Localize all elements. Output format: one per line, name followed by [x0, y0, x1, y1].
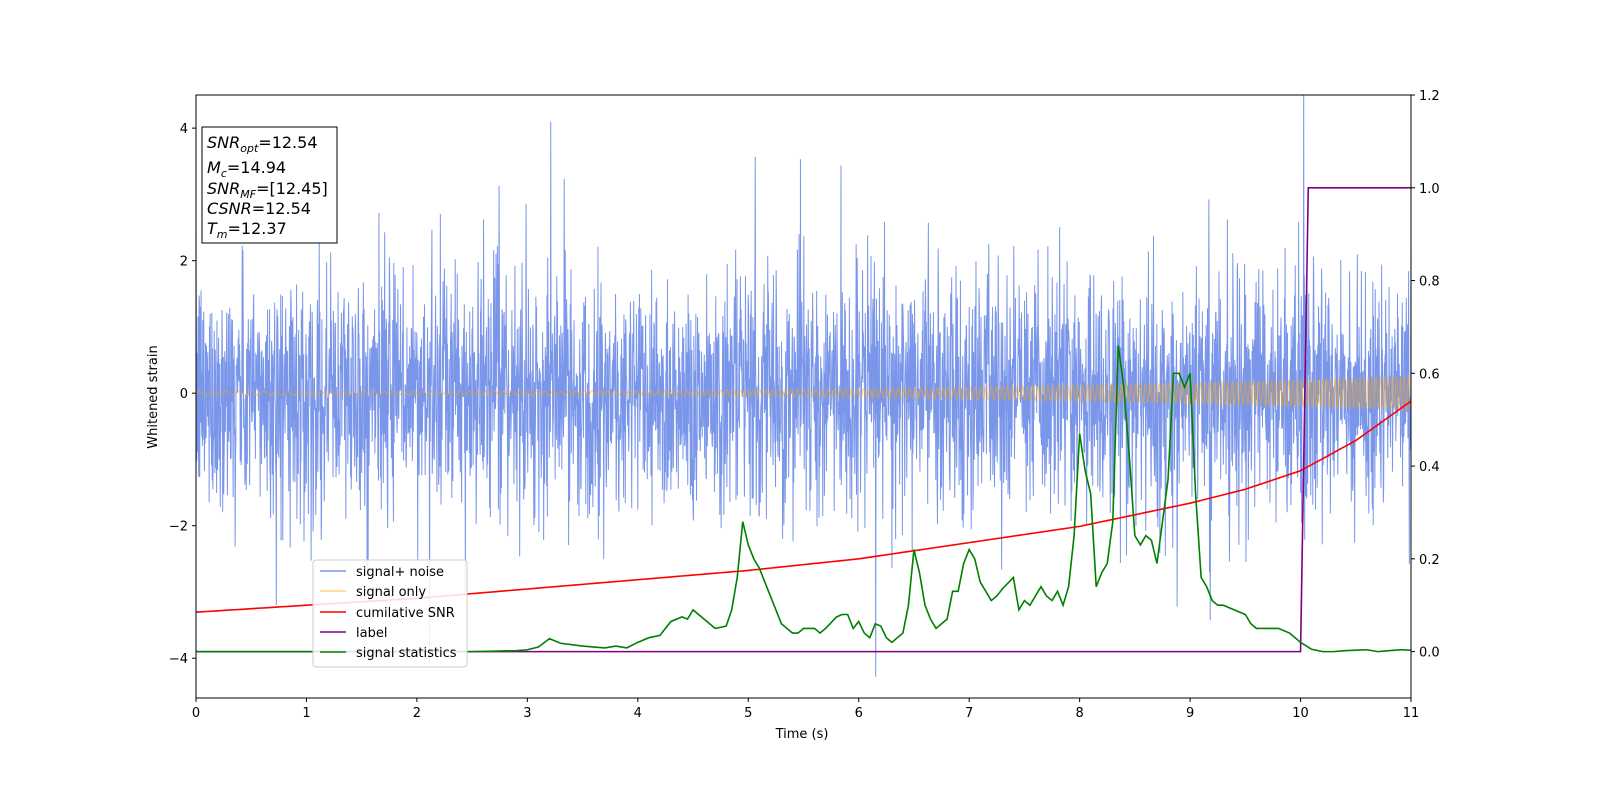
legend-label: signal only — [356, 585, 426, 600]
x-tick-label: 9 — [1186, 706, 1194, 721]
legend-label: label — [356, 626, 387, 641]
legend-item-label: label — [320, 626, 387, 641]
info-csnr: CSNR=12.54 — [207, 199, 311, 218]
series-signal-only — [196, 374, 1411, 412]
x-tick-label: 4 — [634, 706, 642, 721]
legend-item-signal-noise: signal+ noise — [320, 565, 444, 580]
y-axis-label: Whitened strain — [146, 345, 161, 448]
axes: 0 1 2 3 4 5 6 7 8 9 10 11 −4 −2 0 2 4 0.0 0.2 0.4 0.6 0.8 1.0 1… — [169, 89, 1440, 721]
x-tick-label: 7 — [965, 706, 973, 721]
x-tick-label: 11 — [1403, 706, 1420, 721]
y-left-tick-label: −2 — [169, 520, 188, 535]
info-snr-mf: SNRMF=[12.45] — [207, 179, 328, 201]
legend: signal+ noise signal only cumilative SNR… — [312, 559, 468, 668]
x-tick-label: 10 — [1292, 706, 1309, 721]
legend-label: signal+ noise — [356, 565, 444, 580]
y-right-tick-label: 1.2 — [1419, 89, 1440, 104]
series-signal-noise — [196, 95, 1411, 677]
y-left-tick-label: 2 — [180, 255, 188, 270]
x-tick-label: 8 — [1075, 706, 1083, 721]
series-label — [196, 186, 1411, 653]
y-left-tick-label: −4 — [169, 652, 188, 667]
y-right-tick-label: 0.0 — [1419, 646, 1440, 661]
info-mc: Mc=14.94 — [207, 158, 286, 180]
legend-item-cumulative-snr: cumilative SNR — [320, 606, 455, 621]
series-signal-statistics — [196, 345, 1411, 653]
legend-item-signal-statistics: signal statistics — [320, 646, 457, 661]
legend-item-signal-only: signal only — [320, 585, 426, 600]
y-right-tick-label: 0.2 — [1419, 553, 1440, 568]
x-tick-label: 2 — [413, 706, 421, 721]
y-right-tick-label: 0.4 — [1419, 460, 1440, 475]
plot-frame — [195, 94, 1412, 699]
x-tick-label: 3 — [523, 706, 531, 721]
info-box: SNRopt=12.54 Mc=14.94 SNRMF=[12.45] CSNR… — [201, 126, 338, 244]
x-tick-label: 0 — [192, 706, 200, 721]
info-tm: Tm=12.37 — [207, 219, 287, 241]
y-right-tick-label: 0.8 — [1419, 275, 1440, 290]
x-tick-label: 1 — [302, 706, 310, 721]
legend-label: signal statistics — [356, 646, 457, 661]
x-tick-label: 6 — [855, 706, 863, 721]
legend-label: cumilative SNR — [356, 606, 455, 621]
y-right-tick-label: 1.0 — [1419, 182, 1440, 197]
y-right-tick-label: 0.6 — [1419, 367, 1440, 382]
y-left-tick-label: 4 — [180, 122, 188, 137]
y-left-tick-label: 0 — [180, 387, 188, 402]
info-snr-opt: SNRopt=12.54 — [207, 133, 318, 155]
x-axis-label: Time (s) — [775, 727, 829, 742]
x-tick-label: 5 — [744, 706, 752, 721]
